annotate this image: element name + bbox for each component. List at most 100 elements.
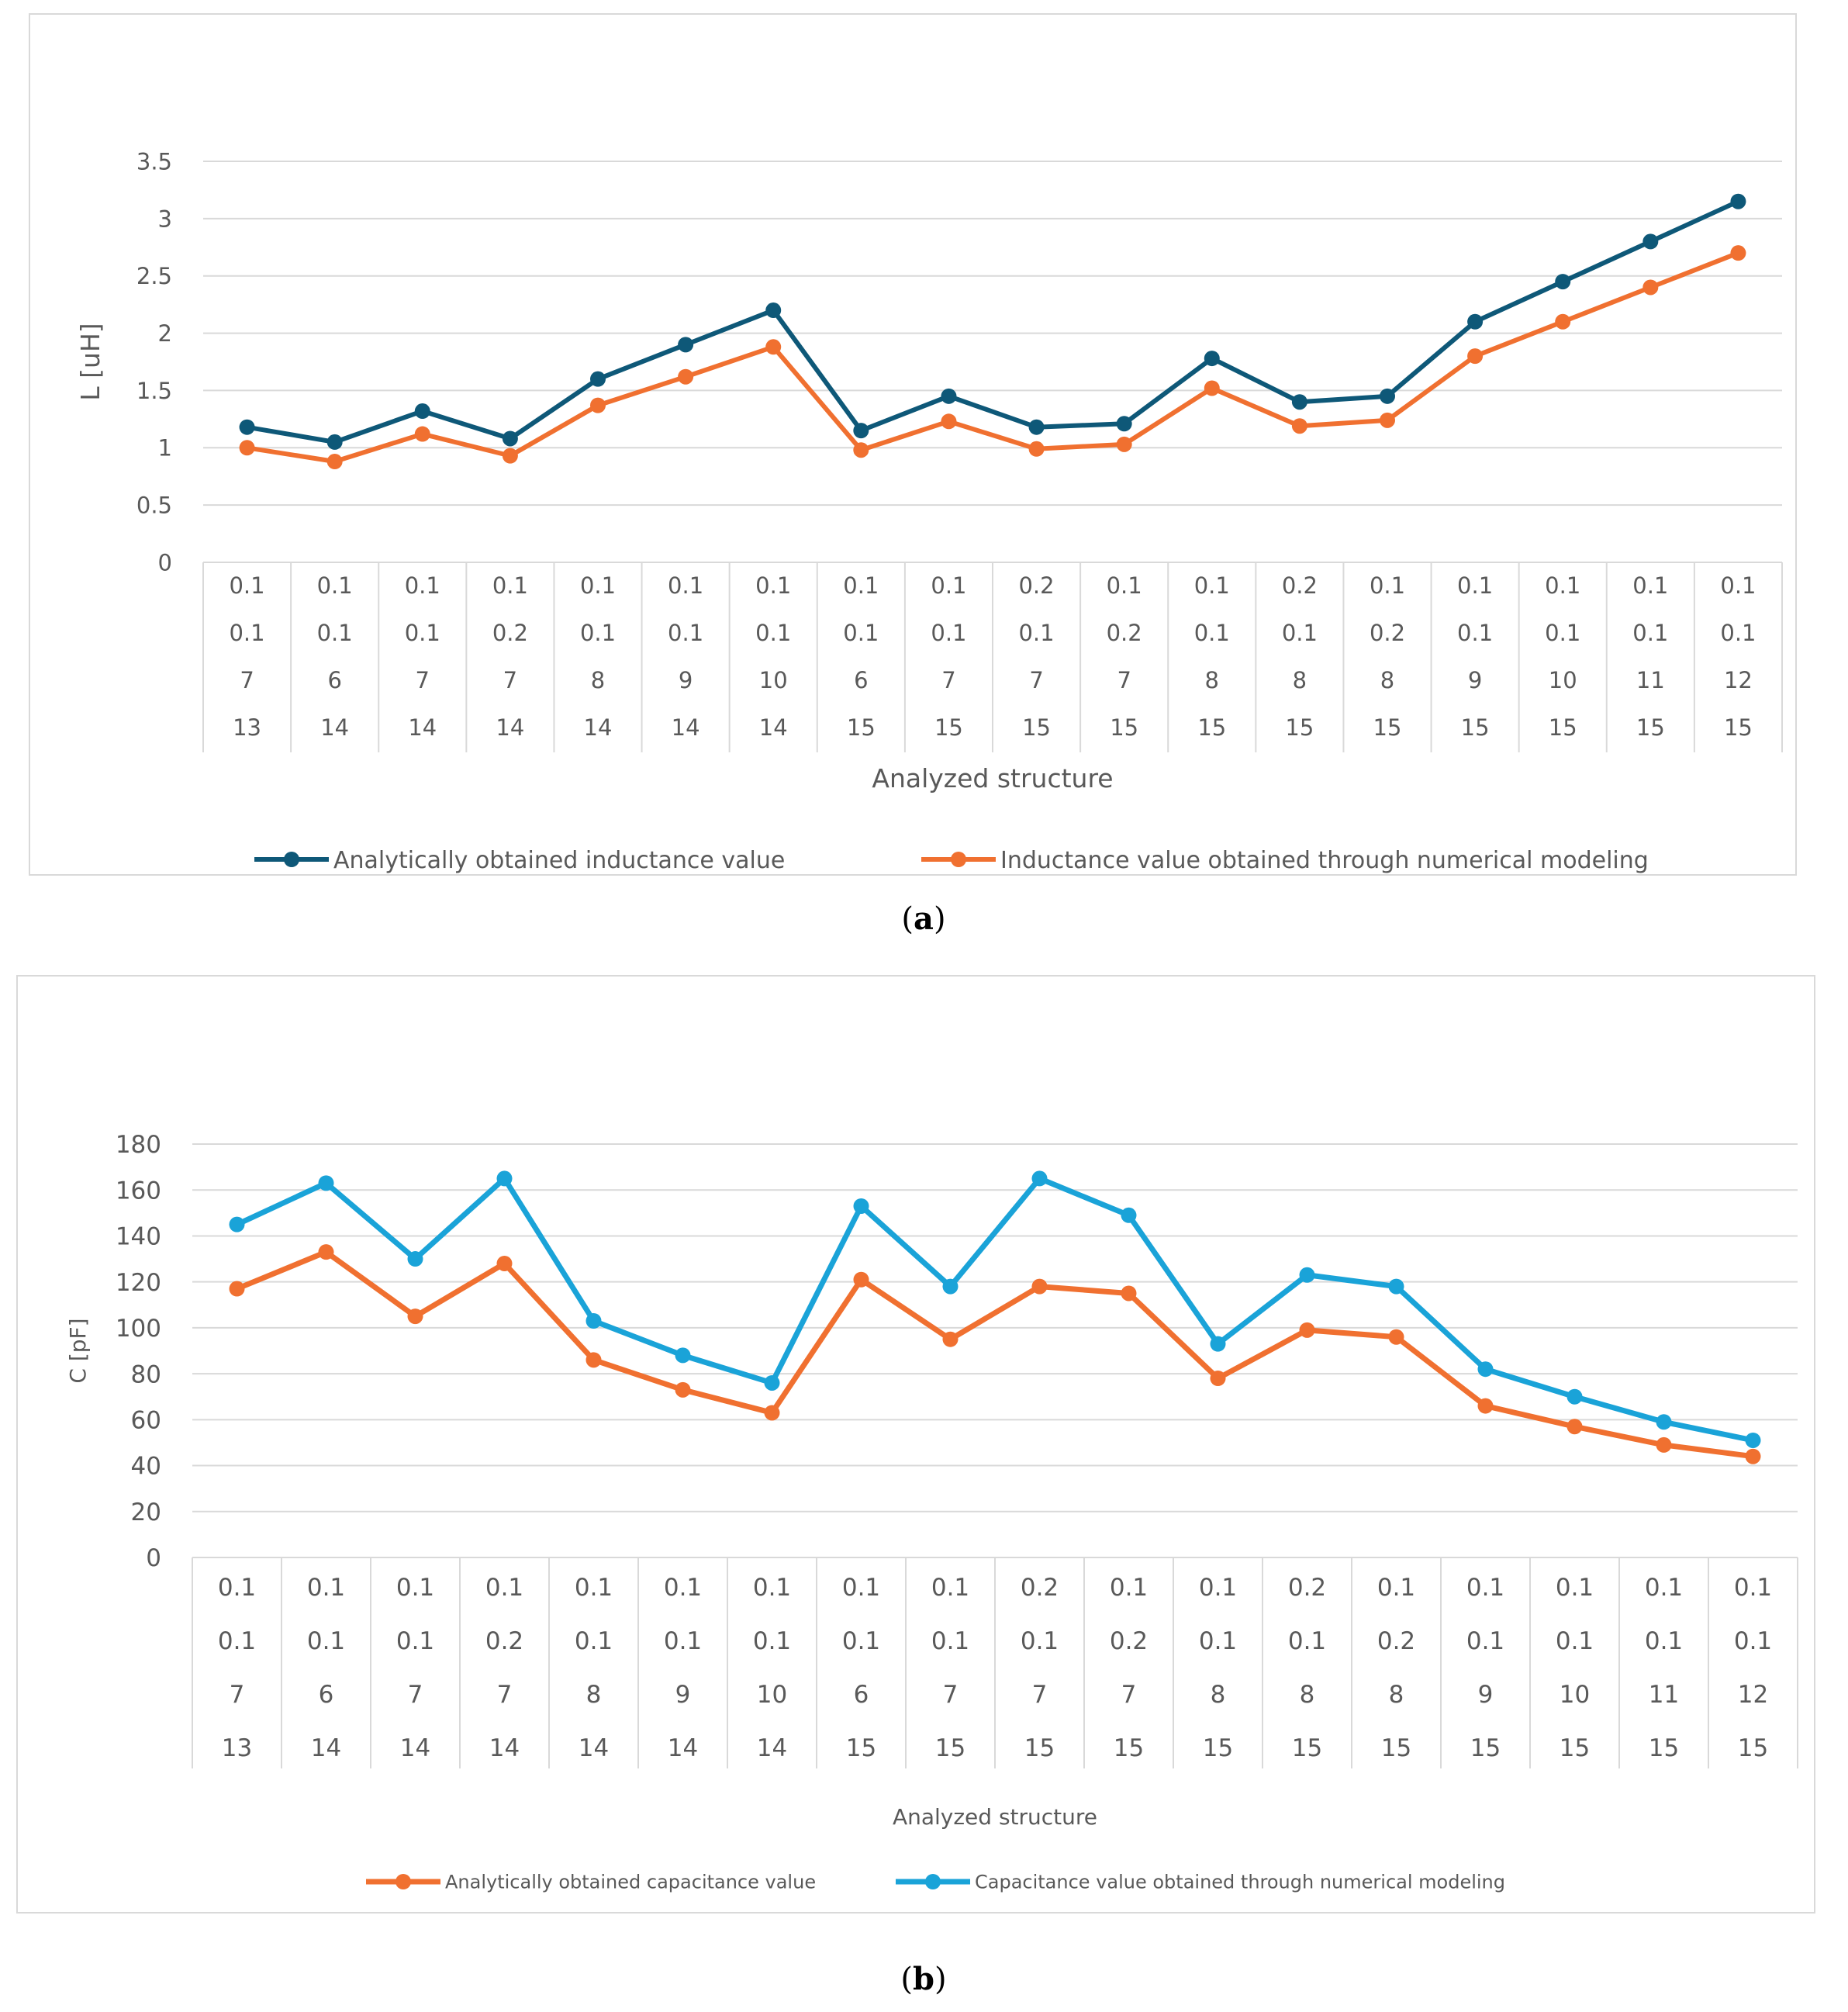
x-tick-label: 0.1 — [1199, 1627, 1237, 1655]
series-capacitance-value-obtained-through-numerical-modeling-point — [764, 1374, 780, 1391]
x-tick-label: 9 — [679, 667, 693, 693]
x-tick-label: 0.1 — [1194, 620, 1230, 646]
x-tick-label: 14 — [311, 1734, 341, 1762]
x-tick-label: 8 — [1205, 667, 1219, 693]
x-tick-label: 14 — [408, 714, 437, 741]
panel-caption: (b) — [900, 1961, 946, 1997]
series-inductance-value-obtained-through-numerical-modeling-point — [1291, 418, 1307, 434]
y-tick-label: 0 — [146, 1544, 161, 1572]
x-tick-label: 0.1 — [1194, 572, 1230, 599]
series-analytically-obtained-inductance-value-point — [1204, 351, 1220, 367]
x-tick-label: 15 — [1114, 1734, 1144, 1762]
x-tick-label: 0.1 — [317, 620, 353, 646]
x-tick-label: 7 — [1117, 667, 1131, 693]
y-tick-label: 2.5 — [136, 263, 172, 289]
x-tick-label: 14 — [668, 1734, 698, 1762]
series-analytically-obtained-inductance-value-point — [678, 337, 694, 353]
series-analytically-obtained-inductance-value-point — [1730, 193, 1746, 209]
x-tick-label: 15 — [1381, 1734, 1411, 1762]
series-analytically-obtained-capacitance-value-point — [675, 1381, 691, 1398]
series-analytically-obtained-capacitance-value-point — [1388, 1329, 1404, 1345]
x-tick-label: 0.1 — [755, 620, 791, 646]
series-capacitance-value-obtained-through-numerical-modeling-point — [407, 1251, 423, 1267]
series-analytically-obtained-capacitance-value-point — [1477, 1398, 1494, 1414]
series-analytically-obtained-capacitance-value-point — [853, 1271, 869, 1288]
x-tick-label: 0.1 — [1556, 1627, 1594, 1655]
x-tick-label: 15 — [1549, 714, 1577, 741]
series-analytically-obtained-inductance-value-point — [1642, 233, 1659, 250]
series-analytically-obtained-inductance-value-point — [941, 388, 957, 404]
x-tick-label: 0.2 — [1282, 572, 1318, 599]
x-tick-label: 0.1 — [1018, 620, 1054, 646]
x-tick-label: 0.1 — [1734, 1627, 1772, 1655]
series-capacitance-value-obtained-through-numerical-modeling-point — [585, 1313, 602, 1329]
x-tick-label: 14 — [759, 714, 788, 741]
series-capacitance-value-obtained-through-numerical-modeling-point — [496, 1170, 513, 1187]
y-tick-label: 140 — [116, 1223, 161, 1251]
x-tick-label: 7 — [1121, 1681, 1137, 1709]
x-tick-label: 10 — [757, 1681, 787, 1709]
x-tick-label: 10 — [1549, 667, 1577, 693]
x-tick-label: 0.1 — [753, 1627, 791, 1655]
series-analytically-obtained-capacitance-value-point — [1566, 1419, 1583, 1435]
series-capacitance-value-obtained-through-numerical-modeling-point — [1299, 1267, 1315, 1283]
series-inductance-value-obtained-through-numerical-modeling-point — [1730, 245, 1746, 261]
x-tick-label: 7 — [416, 667, 430, 693]
series-inductance-value-obtained-through-numerical-modeling-point — [1642, 279, 1659, 296]
series-capacitance-value-obtained-through-numerical-modeling-point — [1210, 1336, 1226, 1352]
x-tick-label: 0.1 — [1466, 1574, 1504, 1602]
y-tick-label: 180 — [116, 1131, 161, 1159]
series-analytically-obtained-capacitance-value-point — [1121, 1285, 1137, 1302]
x-tick-label: 10 — [759, 667, 788, 693]
chart-border — [29, 13, 1797, 876]
series-analytically-obtained-inductance-value-point — [1555, 274, 1571, 290]
x-tick-label: 15 — [934, 714, 963, 741]
x-tick-label: 6 — [854, 667, 868, 693]
series-analytically-obtained-inductance-value-point — [502, 430, 518, 447]
series-capacitance-value-obtained-through-numerical-modeling-point — [318, 1175, 334, 1191]
x-tick-label: 0.1 — [843, 572, 879, 599]
x-tick-label: 7 — [408, 1681, 423, 1709]
x-tick-label: 0.1 — [1457, 620, 1493, 646]
x-tick-label: 11 — [1636, 667, 1665, 693]
series-inductance-value-obtained-through-numerical-modeling-point — [590, 397, 606, 413]
x-tick-label: 12 — [1738, 1681, 1768, 1709]
x-tick-label: 0.1 — [580, 620, 616, 646]
legend-swatch-marker — [951, 852, 966, 867]
x-tick-label: 0.1 — [931, 572, 966, 599]
y-tick-label: 160 — [116, 1177, 161, 1205]
x-tick-label: 15 — [1285, 714, 1314, 741]
x-tick-label: 15 — [1470, 1734, 1501, 1762]
y-tick-label: 0.5 — [136, 493, 172, 519]
y-tick-label: 2 — [158, 320, 172, 347]
y-tick-label: 1.5 — [136, 378, 172, 404]
chart-panel-b: 0 20 40 60 80 100 120 140 160 180 0.1 0.1 7 13 0.1 0.1 6… — [0, 962, 1848, 2012]
x-tick-label: 0.1 — [1632, 572, 1668, 599]
chart-panel-a: 0 0.5 1 1.5 2 2.5 3 3.5 0.1 0.1 7 13 0.1 0.1 6 14 0.1 0.1… — [0, 0, 1848, 962]
x-tick-label: 8 — [1293, 667, 1307, 693]
y-tick-label: 60 — [131, 1406, 161, 1434]
series-analytically-obtained-capacitance-value-point — [407, 1308, 423, 1325]
x-tick-label: 0.1 — [1466, 1627, 1504, 1655]
x-tick-label: 0.1 — [575, 1574, 613, 1602]
series-analytically-obtained-inductance-value-point — [1467, 313, 1484, 330]
y-axis-title: C [pF] — [65, 1318, 91, 1383]
x-tick-label: 15 — [1649, 1734, 1679, 1762]
x-tick-label: 0.2 — [1288, 1574, 1326, 1602]
x-tick-label: 8 — [1380, 667, 1394, 693]
series-analytically-obtained-capacitance-value-point — [1031, 1278, 1048, 1295]
x-tick-label: 7 — [1029, 667, 1043, 693]
x-tick-label: 0.2 — [1377, 1627, 1415, 1655]
series-inductance-value-obtained-through-numerical-modeling-point — [853, 442, 869, 458]
x-tick-label: 0.1 — [1457, 572, 1493, 599]
x-tick-label: 14 — [579, 1734, 609, 1762]
series-inductance-value-obtained-through-numerical-modeling-point — [1380, 412, 1395, 428]
x-tick-label: 0.1 — [1720, 572, 1756, 599]
series-capacitance-value-obtained-through-numerical-modeling-point — [675, 1347, 691, 1364]
x-tick-label: 0.1 — [1545, 572, 1580, 599]
x-tick-label: 8 — [1389, 1681, 1404, 1709]
x-tick-label: 14 — [489, 1734, 520, 1762]
x-tick-label: 0.1 — [405, 572, 440, 599]
series-analytically-obtained-inductance-value-line — [247, 199, 1739, 444]
series-inductance-value-obtained-through-numerical-modeling-point — [941, 413, 957, 430]
